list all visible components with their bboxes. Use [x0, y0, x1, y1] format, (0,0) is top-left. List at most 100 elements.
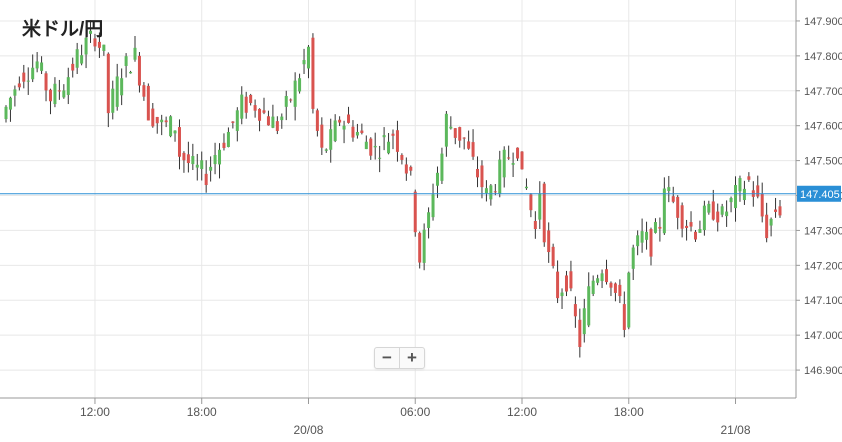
candle-body [262, 110, 266, 113]
candle-body [195, 164, 199, 168]
candle-body [186, 154, 190, 164]
candle-body [605, 269, 609, 283]
candle-body [467, 141, 471, 149]
candle-body [524, 186, 528, 189]
candle-body [636, 235, 640, 247]
candle-body [258, 108, 262, 121]
candle-body [75, 49, 79, 68]
candle-body [164, 120, 168, 123]
candle-body [4, 106, 8, 120]
candle-body [734, 185, 738, 209]
candle-body [329, 129, 333, 150]
zoom-in-button[interactable]: + [399, 348, 424, 368]
candle-body [653, 222, 657, 233]
candle-body [364, 141, 368, 150]
candle-body [129, 71, 133, 74]
candle-body [40, 62, 44, 71]
candle-body [449, 126, 453, 129]
candle-body [489, 185, 493, 200]
candle-body [453, 128, 457, 138]
candle-body [533, 220, 537, 230]
candle-body [698, 229, 702, 233]
candle-body [498, 159, 502, 194]
candle-body [711, 201, 715, 220]
candle-body [613, 283, 617, 293]
candle-body [693, 231, 697, 240]
candle-body [560, 292, 564, 297]
candle-body [298, 78, 302, 92]
candle-body [391, 133, 395, 136]
candle-body [689, 222, 693, 227]
candle-body [31, 67, 35, 80]
candle-body [493, 191, 497, 193]
candle-body [182, 152, 186, 161]
y-tick-label: 147.300 [804, 225, 842, 237]
candle-body [53, 83, 57, 105]
y-tick-label: 147.900 [804, 16, 842, 28]
candle-body [516, 147, 520, 159]
candle-body [191, 156, 195, 165]
candle-body [320, 124, 324, 148]
candle-body [747, 176, 751, 180]
candle-body [177, 127, 181, 157]
candle-body [680, 205, 684, 229]
candle-body [124, 56, 128, 66]
candle-body [333, 120, 337, 142]
y-tick-label: 147.800 [804, 51, 842, 63]
candle-body [360, 130, 364, 134]
candle-body [133, 47, 137, 60]
candle-body [471, 142, 475, 157]
candle-body [378, 157, 382, 159]
candle-body [413, 191, 417, 233]
candle-body [542, 183, 546, 243]
candle-body [725, 211, 729, 217]
candle-body [409, 166, 413, 171]
current-price-label: 147.405 [800, 189, 840, 201]
candle-body [137, 55, 141, 86]
candle-body [564, 275, 568, 292]
candle-body [618, 284, 622, 297]
x-tick-label: 18:00 [187, 405, 217, 419]
candle-body [738, 178, 742, 192]
y-tick-label: 147.200 [804, 260, 842, 272]
candle-body [609, 282, 613, 288]
candle-body [596, 278, 600, 283]
candle-body [387, 141, 391, 154]
candle-body [587, 286, 591, 326]
candle-body [213, 155, 217, 165]
candle-body [649, 229, 653, 257]
candle-body [8, 97, 12, 110]
candle-body [422, 229, 426, 263]
candle-body [266, 116, 270, 126]
candle-body [338, 119, 342, 123]
candle-body [315, 110, 319, 131]
candle-body [235, 110, 239, 131]
candle-body [756, 185, 760, 197]
candle-body [404, 164, 408, 174]
candle-body [57, 90, 61, 92]
candle-body [93, 38, 97, 47]
candle-body [760, 193, 764, 217]
candle-body [369, 138, 373, 156]
candle-body [240, 94, 244, 119]
candle-body [435, 172, 439, 186]
candle-body [462, 137, 466, 139]
candle-body [529, 194, 533, 211]
candle-body [84, 37, 88, 55]
candle-body [142, 85, 146, 97]
candle-body [120, 78, 124, 96]
candle-body [427, 212, 431, 228]
x-tick-label: 18:00 [614, 405, 644, 419]
candle-body [284, 96, 288, 107]
candle-body [80, 55, 84, 64]
y-tick-label: 146.900 [804, 365, 842, 377]
candle-body [160, 119, 164, 123]
candle-body [645, 231, 649, 240]
candle-body [89, 30, 93, 34]
candle-body [151, 108, 155, 127]
candle-body [778, 206, 782, 216]
candle-body [511, 163, 515, 165]
candle-body [662, 188, 666, 234]
zoom-out-button[interactable]: − [382, 348, 392, 367]
